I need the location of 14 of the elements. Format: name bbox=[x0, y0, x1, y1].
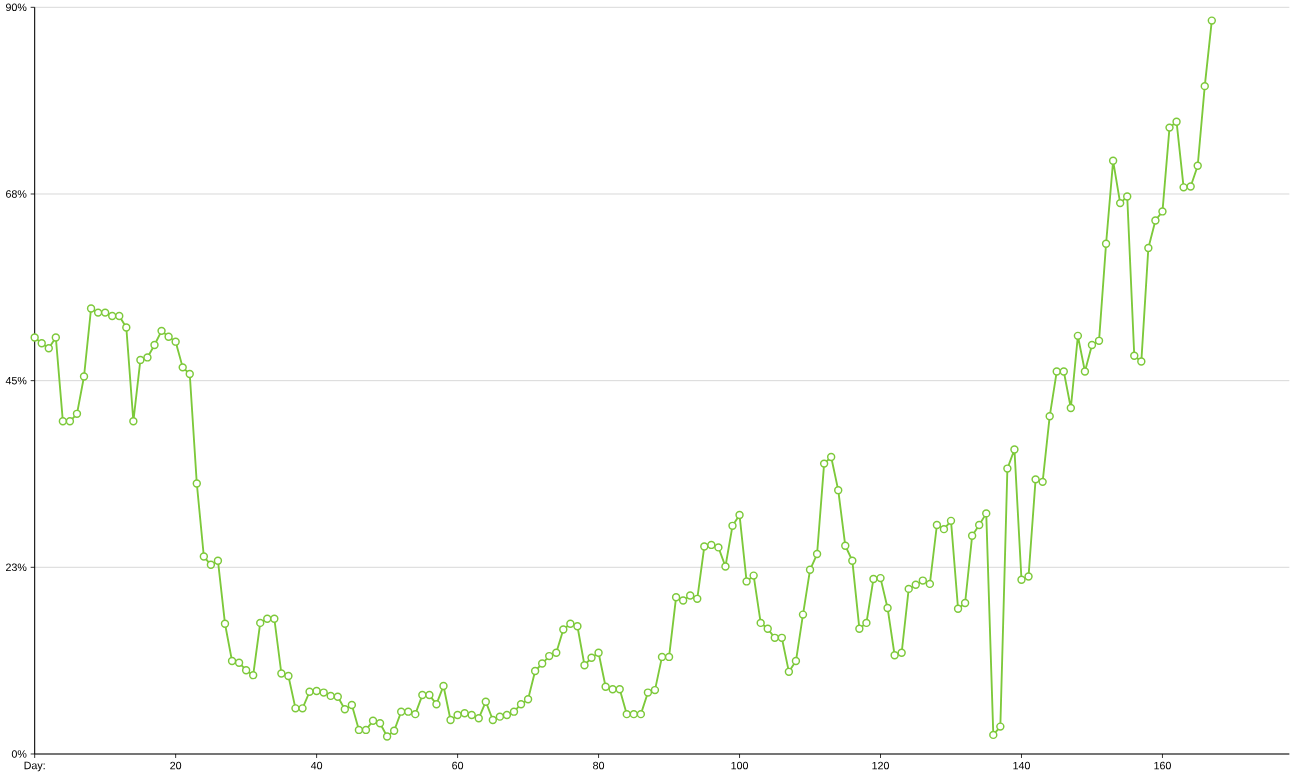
y-tick-label: 90% bbox=[6, 3, 27, 12]
x-tick-label: Day: bbox=[24, 761, 45, 772]
y-tick-label: 23% bbox=[6, 563, 27, 572]
x-tick-label: 120 bbox=[872, 761, 889, 770]
x-tick-label: 100 bbox=[731, 761, 749, 770]
x-tick-label: 80 bbox=[593, 761, 605, 770]
y-tick-label: 0% bbox=[11, 750, 27, 758]
x-tick-label: 140 bbox=[1013, 761, 1030, 770]
y-tick-label: 68% bbox=[6, 190, 27, 198]
y-tick-label: 45% bbox=[5, 377, 27, 385]
x-tick-label: 40 bbox=[310, 761, 323, 770]
x-tick-label: 160 bbox=[1154, 761, 1171, 770]
x-tick-label: 60 bbox=[452, 761, 464, 770]
x-tick-label: 20 bbox=[170, 761, 182, 770]
